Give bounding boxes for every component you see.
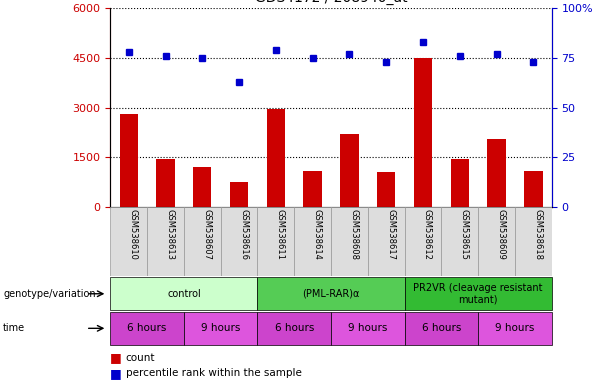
Text: (PML-RAR)α: (PML-RAR)α — [302, 289, 360, 299]
Text: GSM538610: GSM538610 — [129, 209, 138, 260]
Bar — [441, 207, 478, 276]
Bar — [451, 159, 469, 207]
Bar — [184, 207, 221, 276]
Bar — [524, 171, 543, 207]
Text: percentile rank within the sample: percentile rank within the sample — [126, 368, 302, 378]
Bar — [340, 134, 359, 207]
Bar — [267, 109, 285, 207]
Bar — [110, 312, 184, 345]
Bar — [294, 207, 331, 276]
Bar — [120, 114, 138, 207]
Text: GSM538615: GSM538615 — [460, 209, 469, 260]
Bar — [405, 207, 441, 276]
Bar — [368, 207, 405, 276]
Text: 9 hours: 9 hours — [495, 323, 535, 333]
Text: ■: ■ — [110, 351, 122, 364]
Bar — [257, 207, 294, 276]
Bar — [303, 171, 322, 207]
Text: GSM538607: GSM538607 — [202, 209, 211, 260]
Text: GSM538609: GSM538609 — [497, 209, 506, 260]
Bar — [230, 182, 248, 207]
Text: 6 hours: 6 hours — [128, 323, 167, 333]
Text: GSM538608: GSM538608 — [349, 209, 359, 260]
Bar — [257, 312, 331, 345]
Title: GDS4172 / 208940_at: GDS4172 / 208940_at — [255, 0, 407, 5]
Bar — [193, 167, 211, 207]
Bar — [331, 312, 405, 345]
Bar — [147, 207, 184, 276]
Text: time: time — [3, 323, 25, 333]
Text: PR2VR (cleavage resistant
mutant): PR2VR (cleavage resistant mutant) — [413, 283, 543, 305]
Text: 9 hours: 9 hours — [348, 323, 387, 333]
Text: GSM538614: GSM538614 — [313, 209, 322, 260]
Text: GSM538613: GSM538613 — [166, 209, 175, 260]
Bar — [377, 172, 395, 207]
Bar — [478, 207, 515, 276]
Text: 6 hours: 6 hours — [275, 323, 314, 333]
Text: GSM538616: GSM538616 — [239, 209, 248, 260]
Bar — [405, 277, 552, 310]
Text: GSM538618: GSM538618 — [533, 209, 543, 260]
Text: control: control — [167, 289, 201, 299]
Text: GSM538611: GSM538611 — [276, 209, 285, 260]
Bar — [331, 207, 368, 276]
Text: ■: ■ — [110, 367, 122, 380]
Text: genotype/variation: genotype/variation — [3, 289, 96, 299]
Bar — [221, 207, 257, 276]
Bar — [414, 58, 432, 207]
Bar — [110, 277, 257, 310]
Text: 6 hours: 6 hours — [422, 323, 461, 333]
Bar — [478, 312, 552, 345]
Bar — [257, 277, 405, 310]
Bar — [110, 207, 147, 276]
Bar — [515, 207, 552, 276]
Text: GSM538612: GSM538612 — [423, 209, 432, 260]
Bar — [156, 159, 175, 207]
Text: 9 hours: 9 hours — [201, 323, 240, 333]
Bar — [487, 139, 506, 207]
Text: GSM538617: GSM538617 — [386, 209, 395, 260]
Bar — [184, 312, 257, 345]
Text: count: count — [126, 353, 155, 363]
Bar — [405, 312, 478, 345]
